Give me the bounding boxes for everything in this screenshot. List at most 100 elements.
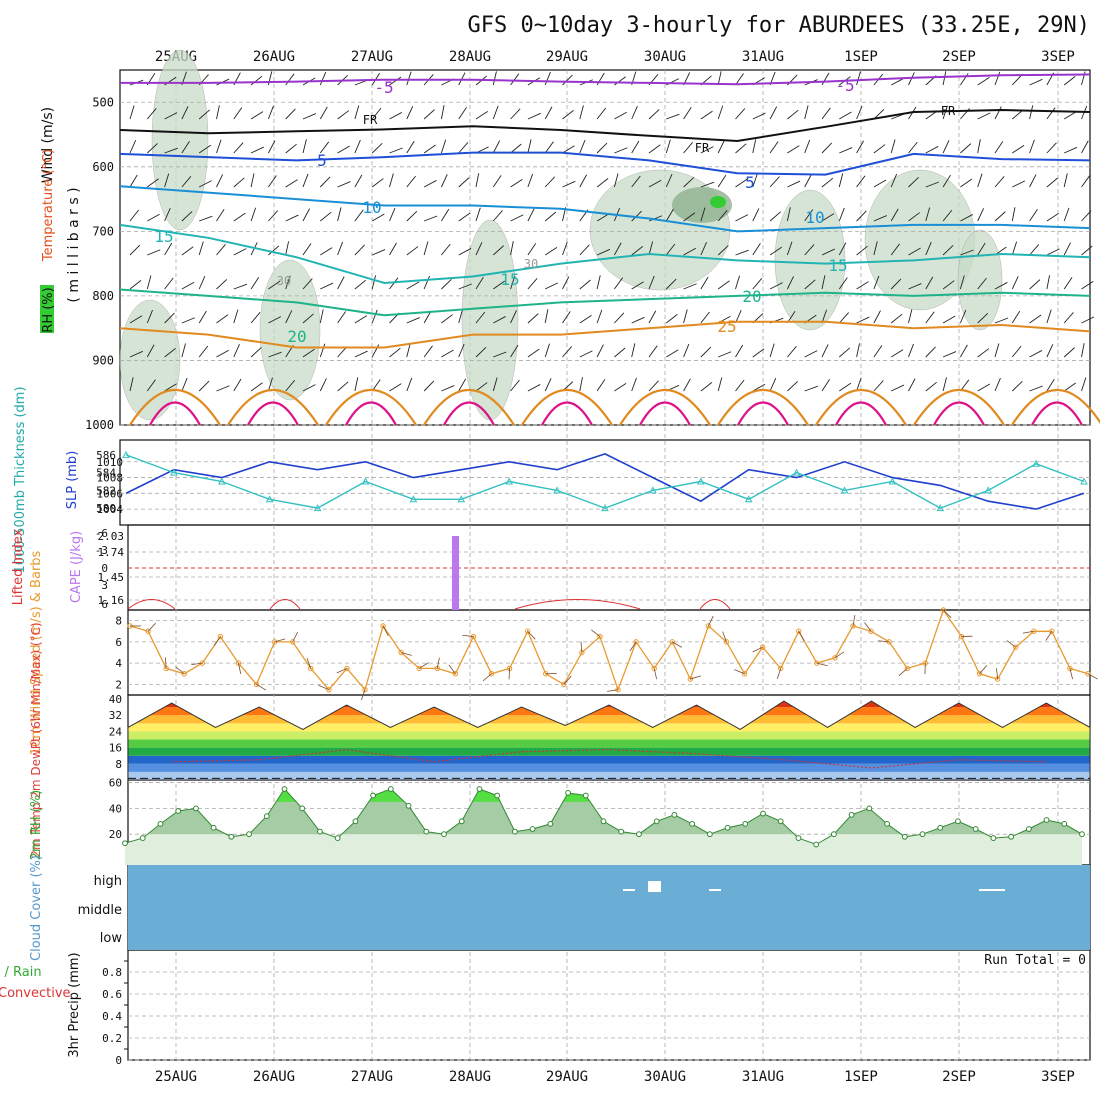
wind10-barb <box>256 684 267 691</box>
wind-barb <box>233 378 242 392</box>
wind-barb <box>250 111 264 120</box>
wind-barb <box>890 349 904 358</box>
slp-tick-label: 1004 <box>97 503 124 516</box>
wind-barb <box>665 243 676 256</box>
wind-barb <box>1063 382 1076 392</box>
wind-barb <box>164 147 178 154</box>
wind-barb <box>1012 109 1024 120</box>
wind-barb <box>216 139 222 154</box>
wind-barb <box>787 345 797 358</box>
wind10-marker <box>344 665 350 672</box>
wind10-marker <box>723 639 730 645</box>
wind10-barb <box>1069 668 1073 680</box>
wind-barb <box>908 309 913 324</box>
wind-barb <box>752 112 766 120</box>
cape-bar <box>452 536 460 610</box>
wind-barb <box>648 215 663 222</box>
wind-barb <box>717 140 725 154</box>
wind10-marker <box>633 639 639 645</box>
wind-barb <box>389 112 403 120</box>
li-line <box>269 599 301 610</box>
wind-barb <box>406 106 414 120</box>
cloud-tick-label: middle <box>78 903 122 918</box>
wind-barb <box>354 377 359 392</box>
wind-barb <box>1011 74 1023 86</box>
wind-barb <box>804 105 809 120</box>
wind-barb <box>890 278 902 290</box>
wind-barb <box>890 173 898 188</box>
wind-barb <box>925 146 939 154</box>
wind-barb <box>735 73 744 86</box>
wind-barb <box>216 385 230 392</box>
wind-barb <box>908 141 918 154</box>
wind-barb <box>354 315 368 324</box>
wind-barb <box>510 310 517 324</box>
wind-barb <box>804 209 814 222</box>
pressure-tick-label: 700 <box>92 224 114 238</box>
wind10-marker <box>434 665 440 672</box>
thickness-marker <box>649 486 657 494</box>
thickness-marker <box>1080 477 1088 485</box>
wind-barb <box>1081 210 1092 222</box>
wind-barb <box>475 110 488 120</box>
rh-marker <box>760 810 766 817</box>
panel-frame <box>127 609 1091 696</box>
wind-barb <box>579 105 584 120</box>
wind-barb <box>873 380 884 392</box>
wind10-marker <box>380 623 386 629</box>
upper-air-panel: 500 600 700 800 900 1000 -5 -5 FR FR FR 5 5 10 10 15 15 1… <box>40 49 1100 432</box>
rh-shading <box>151 49 209 231</box>
wind-barb <box>216 279 228 290</box>
slp-tick-label: 1010 <box>97 456 124 469</box>
wind-barb <box>544 211 557 222</box>
rh-marker <box>139 835 146 841</box>
wind-barb <box>164 348 176 358</box>
wind-barb <box>752 139 757 154</box>
wind-barb <box>164 208 171 222</box>
temp2m-axis-label: 2m Temp 2m DewPt (6hr Min/Max) (°C) <box>29 622 43 857</box>
rh2m-panel: 20 40 60 <box>109 777 1090 865</box>
thickness-marker <box>792 468 801 476</box>
wind-barb <box>856 105 863 120</box>
wind-barb <box>700 181 715 188</box>
isotherm-label: FR <box>695 141 710 155</box>
wind-barb <box>371 107 382 120</box>
wind-barb <box>1063 312 1074 324</box>
wind10-barb <box>996 668 999 680</box>
wind-barb <box>423 380 435 392</box>
wind-barb <box>337 381 349 392</box>
wind-barb <box>614 111 627 120</box>
wind-barb <box>544 246 558 256</box>
chart-title: GFS 0~10day 3-hourly for ABURDEES (33.25… <box>467 13 1090 38</box>
wind-barb <box>423 144 436 154</box>
wind-barb <box>1029 385 1043 392</box>
wind-barb <box>302 139 307 154</box>
panel-frame <box>119 439 1091 526</box>
wind-barb <box>735 143 747 154</box>
wind-barb <box>389 207 396 222</box>
isotherm-25 <box>119 320 1091 349</box>
wind-barb <box>423 215 438 222</box>
wind-barb <box>977 76 990 86</box>
rh-tick-label: 60 <box>109 777 122 790</box>
wind-barb <box>718 351 732 358</box>
wind-barb <box>735 344 744 358</box>
wind-barb <box>146 309 153 324</box>
rh-shading <box>957 229 1003 331</box>
wind-barb <box>769 176 780 188</box>
wind-barb <box>873 144 886 154</box>
wind-barb <box>977 348 990 358</box>
wind10-barb <box>175 666 185 675</box>
precip-legend-conv: Convective <box>0 986 71 1001</box>
isotherm-35 <box>443 401 495 426</box>
thickness-marker <box>1032 459 1040 467</box>
wind-barb <box>302 384 316 392</box>
rh-marker <box>405 802 412 809</box>
wind10-tick-label: 6 <box>115 636 122 649</box>
pressure-tick-label: 900 <box>92 353 114 367</box>
wind-barb <box>527 348 540 358</box>
wind-barb <box>562 74 573 86</box>
wind-barb <box>839 147 853 154</box>
wind-barb <box>406 317 420 324</box>
wind-barb <box>510 178 523 188</box>
